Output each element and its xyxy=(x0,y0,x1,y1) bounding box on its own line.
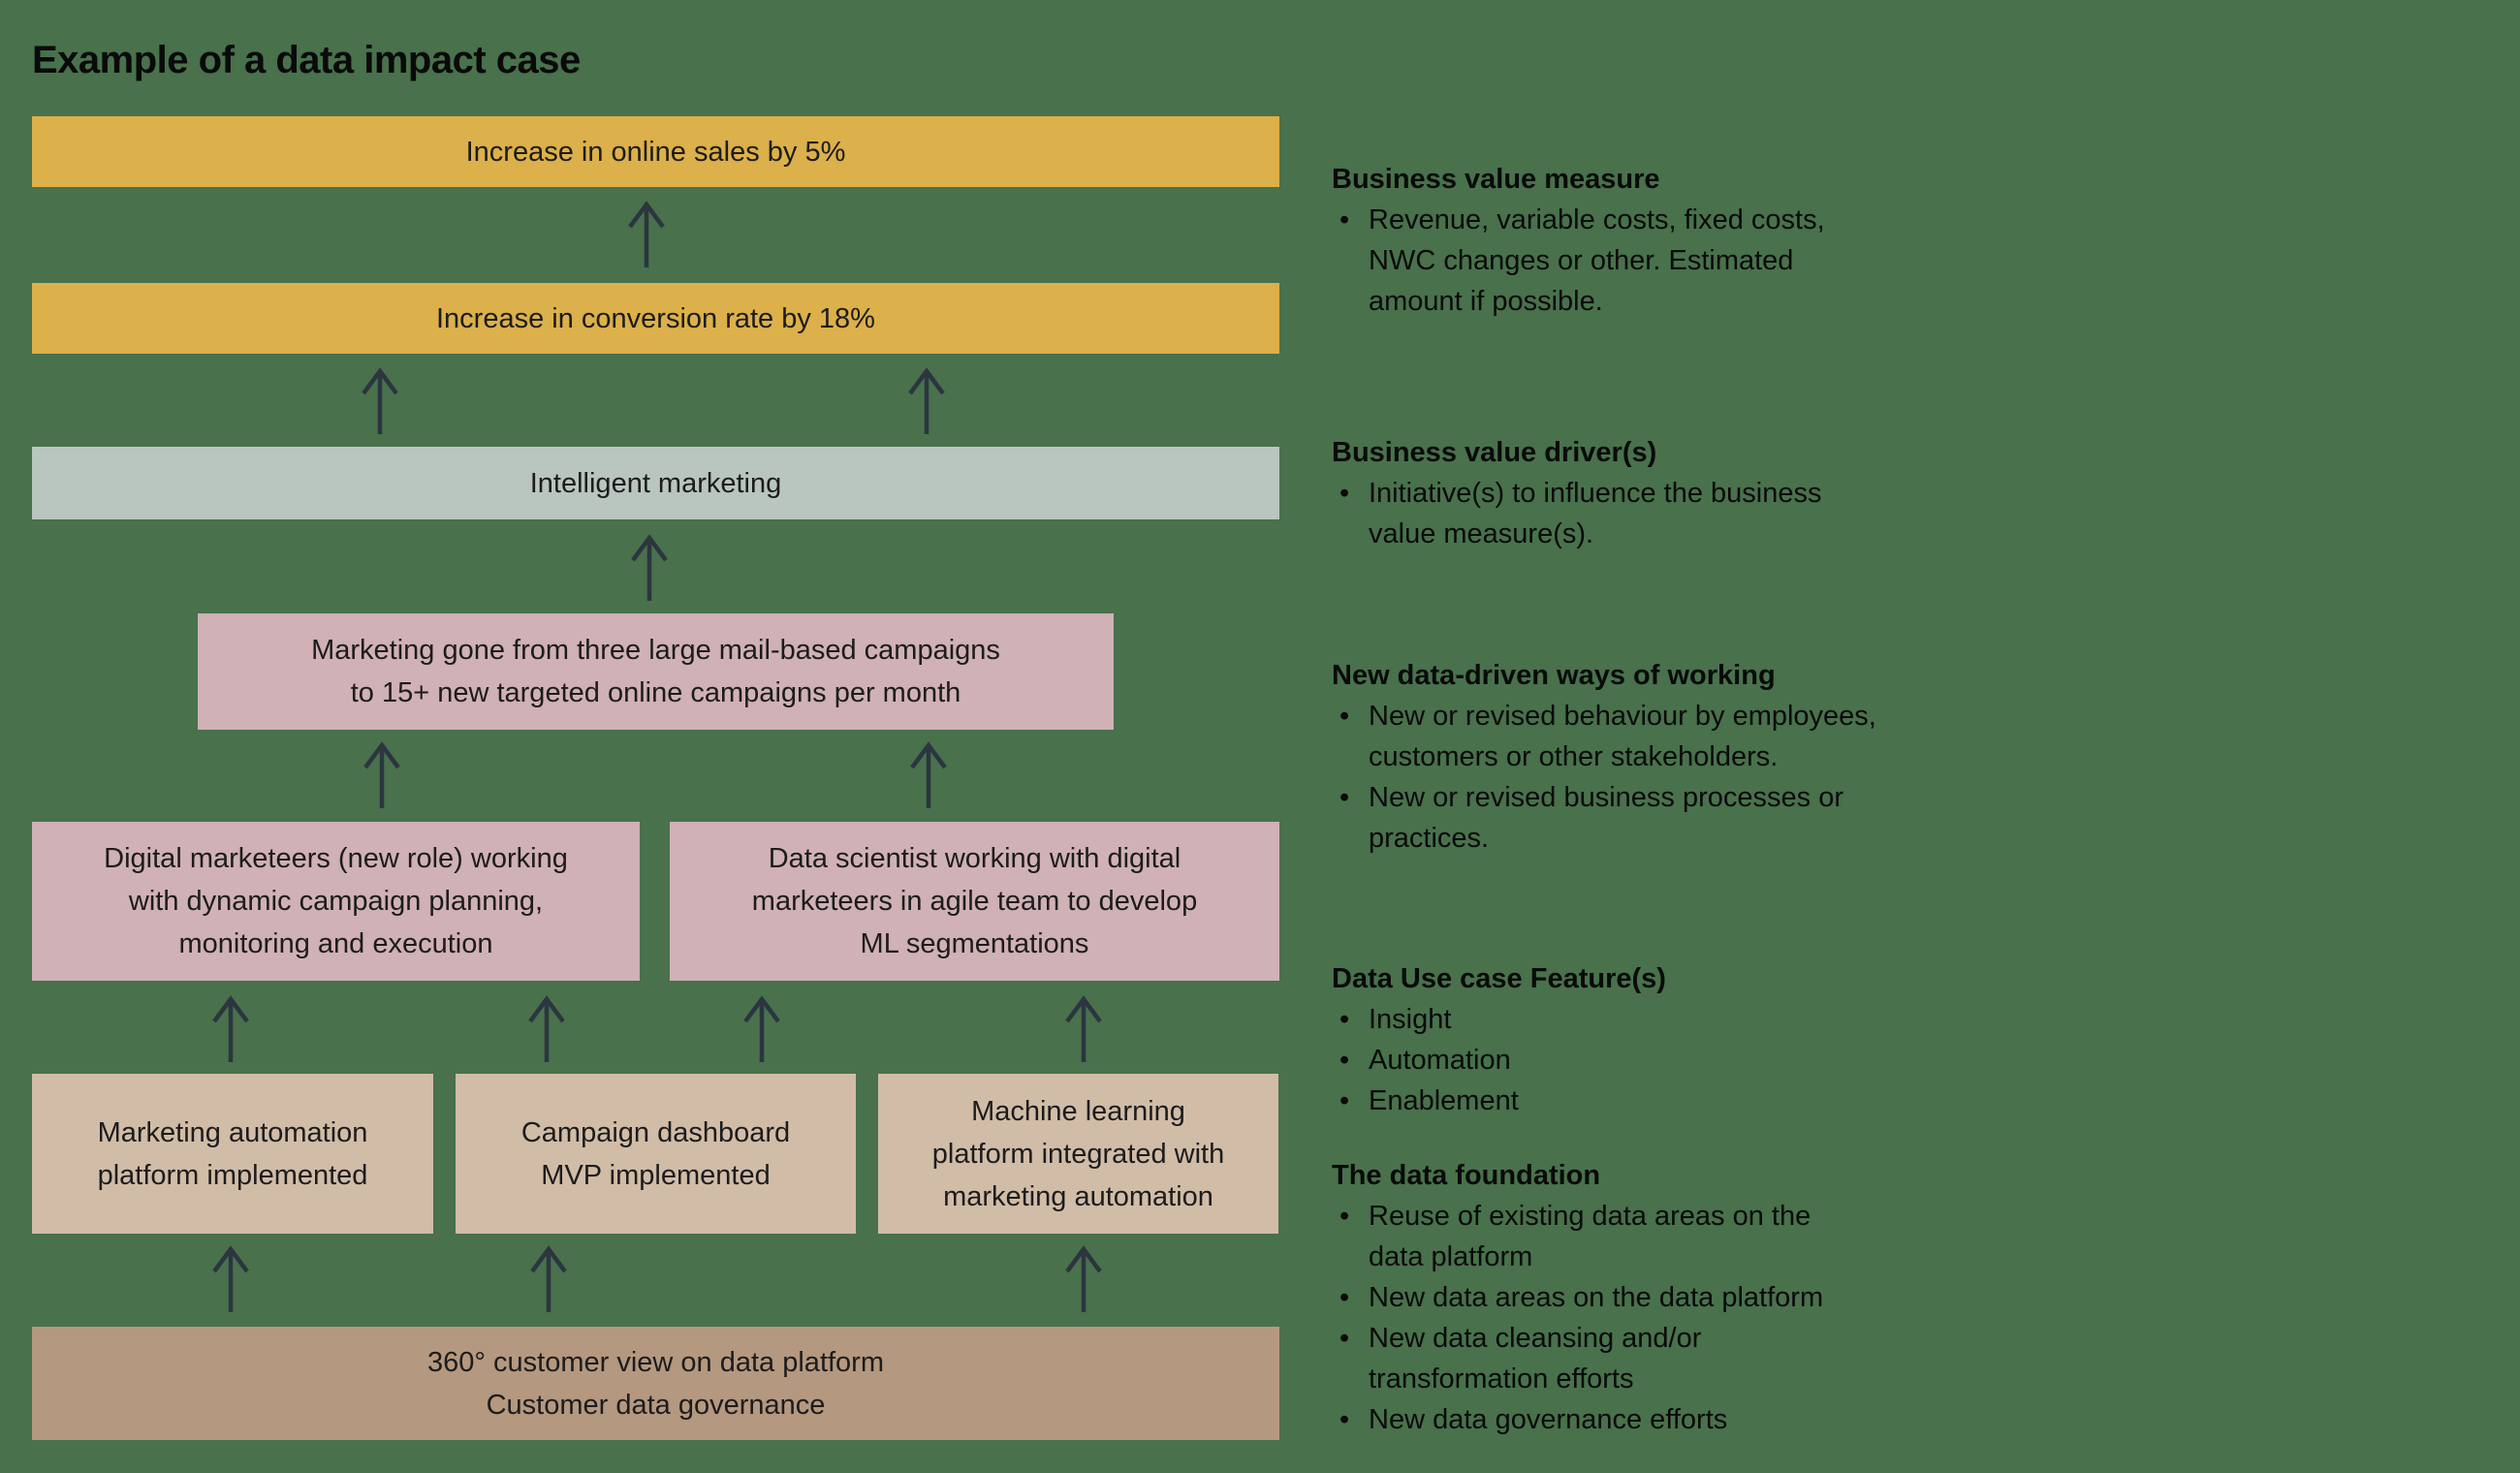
bullet-text: New or revised business processes or pra… xyxy=(1369,782,1843,854)
flow-box-intelligent-marketing: Intelligent marketing xyxy=(32,447,1279,519)
list-item: • Insight xyxy=(1332,999,1942,1040)
up-arrow-icon xyxy=(212,995,249,1062)
up-arrow-icon xyxy=(631,534,668,601)
up-arrow-icon xyxy=(1065,1245,1102,1312)
flow-box-campaign-dashboard: Campaign dashboard MVP implemented xyxy=(456,1074,856,1234)
flow-box-label: Marketing automation platform implemente… xyxy=(97,1116,368,1191)
flow-box-label: Increase in online sales by 5% xyxy=(465,136,846,168)
up-arrow-icon xyxy=(743,995,780,1062)
bullet-icon: • xyxy=(1339,1404,1350,1435)
flow-box-campaigns: Marketing gone from three large mail-bas… xyxy=(198,613,1114,730)
up-arrow-icon xyxy=(1065,995,1102,1062)
list-item: • New or revised behaviour by employees,… xyxy=(1332,696,1942,777)
section-heading: New data-driven ways of working xyxy=(1332,660,1776,691)
flow-box-label: Marketing gone from three large mail-bas… xyxy=(311,635,1000,708)
up-arrow-icon xyxy=(628,201,665,267)
bullet-text: New data cleansing and/or transformation… xyxy=(1369,1323,1702,1395)
flow-box-label: Data scientist working with digital mark… xyxy=(751,843,1198,959)
section-business-value-measure: Business value measure • Revenue, variab… xyxy=(1332,159,1942,322)
bullet-icon: • xyxy=(1339,782,1350,813)
section-use-case-features: Data Use case Feature(s) • Insight • Aut… xyxy=(1332,958,1942,1121)
up-arrow-icon xyxy=(530,1245,567,1312)
flow-box-digital-marketeers: Digital marketeers (new role) working wi… xyxy=(32,822,640,981)
section-data-foundation: The data foundation • Reuse of existing … xyxy=(1332,1155,1942,1440)
bullet-text: New data governance efforts xyxy=(1369,1404,1728,1435)
list-item: • Reuse of existing data areas on the da… xyxy=(1332,1196,1942,1277)
list-item: • Automation xyxy=(1332,1040,1942,1081)
up-arrow-icon xyxy=(910,741,947,808)
bullet-icon: • xyxy=(1339,1201,1350,1232)
bullet-icon: • xyxy=(1339,1045,1350,1076)
bullet-icon: • xyxy=(1339,1004,1350,1035)
bullet-text: Revenue, variable costs, fixed costs, NW… xyxy=(1369,204,1825,317)
bullet-text: Initiative(s) to influence the business … xyxy=(1369,478,1822,549)
bullet-text: Reuse of existing data areas on the data… xyxy=(1369,1201,1811,1272)
section-heading: Business value driver(s) xyxy=(1332,437,1657,468)
section-heading: The data foundation xyxy=(1332,1160,1601,1191)
flow-box-label: Campaign dashboard MVP implemented xyxy=(520,1116,791,1191)
page-title: Example of a data impact case xyxy=(32,39,581,81)
section-business-value-drivers: Business value driver(s) • Initiative(s)… xyxy=(1332,432,1942,554)
up-arrow-icon xyxy=(528,995,565,1062)
bullet-icon: • xyxy=(1339,1085,1350,1116)
list-item: • Initiative(s) to influence the busines… xyxy=(1332,473,1942,554)
flow-box-label: Digital marketeers (new role) working wi… xyxy=(104,843,568,959)
bullet-icon: • xyxy=(1339,1282,1350,1313)
flow-box-marketing-automation: Marketing automation platform implemente… xyxy=(32,1074,433,1234)
bullet-text: Automation xyxy=(1369,1045,1511,1076)
list-item: • New or revised business processes or p… xyxy=(1332,777,1942,859)
flow-box-ml-platform: Machine learning platform integrated wit… xyxy=(878,1074,1278,1234)
flow-box-label: 360° customer view on data platform Cust… xyxy=(427,1346,884,1421)
bullet-text: New data areas on the data platform xyxy=(1369,1282,1824,1313)
flow-box-label: Increase in conversion rate by 18% xyxy=(436,302,875,334)
up-arrow-icon xyxy=(362,367,398,434)
flow-box-label: Intelligent marketing xyxy=(529,467,782,499)
bullet-text: New or revised behaviour by employees, c… xyxy=(1369,701,1876,772)
list-item: • Revenue, variable costs, fixed costs, … xyxy=(1332,200,1942,322)
section-heading: Data Use case Feature(s) xyxy=(1332,963,1666,994)
bullet-text: Insight xyxy=(1369,1004,1452,1035)
flow-box-label: Machine learning platform integrated wit… xyxy=(931,1095,1225,1212)
up-arrow-icon xyxy=(908,367,945,434)
bullet-icon: • xyxy=(1339,701,1350,732)
flow-box-data-platform: 360° customer view on data platform Cust… xyxy=(32,1327,1279,1440)
bullet-text: Enablement xyxy=(1369,1085,1519,1116)
list-item: • New data cleansing and/or transformati… xyxy=(1332,1318,1942,1399)
up-arrow-icon xyxy=(212,1245,249,1312)
bullet-icon: • xyxy=(1339,1323,1350,1354)
list-item: • Enablement xyxy=(1332,1081,1942,1121)
flow-box-conversion-rate: Increase in conversion rate by 18% xyxy=(32,283,1279,354)
flow-box-online-sales: Increase in online sales by 5% xyxy=(32,116,1279,187)
section-new-ways-of-working: New data-driven ways of working • New or… xyxy=(1332,655,1942,859)
flow-box-data-scientist: Data scientist working with digital mark… xyxy=(670,822,1279,981)
section-heading: Business value measure xyxy=(1332,164,1660,195)
up-arrow-icon xyxy=(363,741,400,808)
list-item: • New data areas on the data platform xyxy=(1332,1277,1942,1318)
bullet-icon: • xyxy=(1339,204,1350,235)
list-item: • New data governance efforts xyxy=(1332,1399,1942,1440)
bullet-icon: • xyxy=(1339,478,1350,509)
